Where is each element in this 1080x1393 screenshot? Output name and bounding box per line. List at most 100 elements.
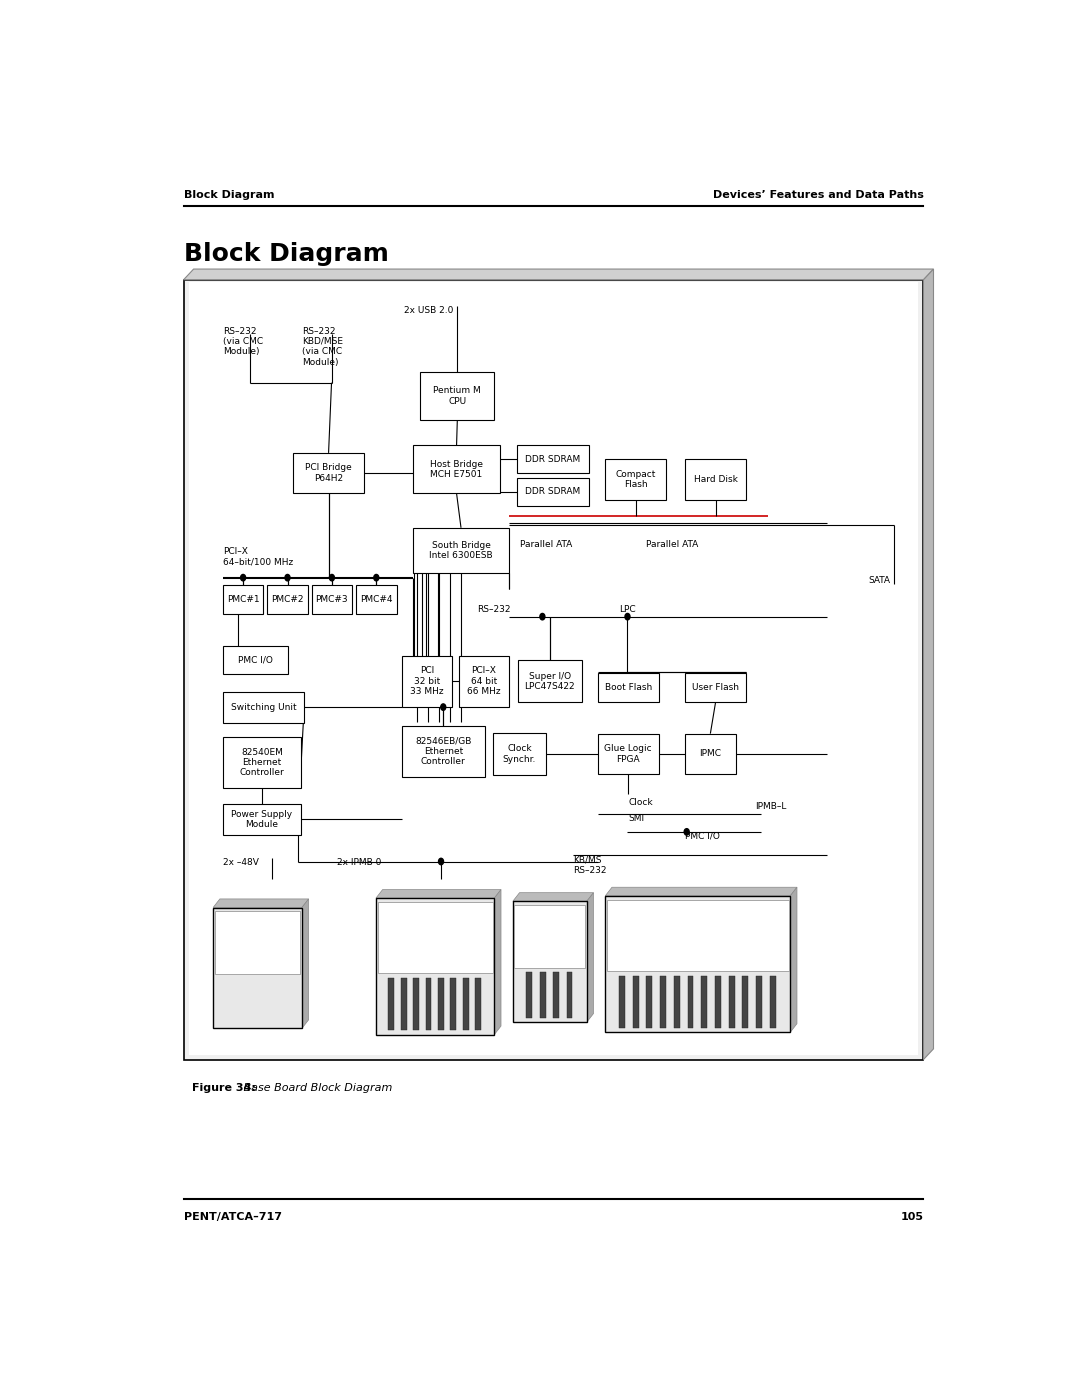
Bar bbox=[413, 446, 500, 493]
Bar bbox=[222, 585, 264, 613]
Polygon shape bbox=[376, 890, 501, 898]
Bar bbox=[189, 281, 918, 1056]
Text: Block Diagram: Block Diagram bbox=[184, 189, 274, 199]
Text: Power Supply
Module: Power Supply Module bbox=[231, 809, 293, 829]
Text: Glue Logic
FPGA: Glue Logic FPGA bbox=[605, 744, 652, 763]
Text: Clock: Clock bbox=[629, 798, 652, 807]
Text: PENT/ATCA–717: PENT/ATCA–717 bbox=[184, 1212, 282, 1222]
Text: PCI
32 bit
33 MHz: PCI 32 bit 33 MHz bbox=[410, 666, 444, 696]
Bar bbox=[475, 978, 481, 1031]
Text: SMI: SMI bbox=[629, 814, 645, 823]
Bar bbox=[685, 673, 746, 702]
Bar bbox=[674, 976, 679, 1028]
Circle shape bbox=[438, 858, 444, 865]
Bar bbox=[401, 978, 406, 1031]
Text: IPMB–L: IPMB–L bbox=[755, 802, 786, 811]
Bar bbox=[514, 905, 585, 968]
Bar bbox=[729, 976, 734, 1028]
Bar bbox=[715, 976, 720, 1028]
Text: PMC#1: PMC#1 bbox=[227, 595, 259, 605]
Polygon shape bbox=[184, 269, 933, 280]
Bar bbox=[701, 976, 707, 1028]
Circle shape bbox=[684, 829, 689, 834]
Bar bbox=[402, 656, 453, 708]
Text: Parallel ATA: Parallel ATA bbox=[521, 540, 572, 549]
Bar bbox=[605, 896, 791, 1032]
Bar bbox=[516, 446, 589, 474]
Text: DDR SDRAM: DDR SDRAM bbox=[525, 454, 580, 464]
Text: PCI–X
64–bit/100 MHz: PCI–X 64–bit/100 MHz bbox=[222, 547, 293, 567]
Bar bbox=[414, 978, 419, 1031]
Text: Compact
Flash: Compact Flash bbox=[616, 469, 656, 489]
Polygon shape bbox=[586, 893, 594, 1022]
Text: Switching Unit: Switching Unit bbox=[231, 702, 296, 712]
Bar bbox=[438, 978, 444, 1031]
Polygon shape bbox=[513, 893, 594, 901]
Circle shape bbox=[241, 574, 245, 581]
Text: PMC#2: PMC#2 bbox=[271, 595, 303, 605]
Bar bbox=[463, 978, 469, 1031]
Bar bbox=[184, 280, 923, 1060]
Circle shape bbox=[374, 574, 379, 581]
Bar bbox=[267, 585, 308, 613]
Text: Devices’ Features and Data Paths: Devices’ Features and Data Paths bbox=[713, 189, 923, 199]
Text: Figure 34:: Figure 34: bbox=[192, 1084, 256, 1094]
Text: PMC I/O: PMC I/O bbox=[685, 832, 720, 841]
Text: Super I/O
LPC47S422: Super I/O LPC47S422 bbox=[525, 671, 576, 691]
Bar bbox=[688, 976, 693, 1028]
Bar bbox=[376, 898, 495, 1035]
Polygon shape bbox=[495, 890, 501, 1035]
Circle shape bbox=[329, 574, 335, 581]
Bar bbox=[756, 976, 762, 1028]
Circle shape bbox=[625, 613, 630, 620]
Bar bbox=[605, 460, 666, 500]
Circle shape bbox=[285, 574, 291, 581]
Polygon shape bbox=[302, 898, 309, 1028]
Bar bbox=[518, 660, 582, 702]
Text: SATA: SATA bbox=[868, 577, 890, 585]
Bar bbox=[426, 978, 431, 1031]
Text: User Flash: User Flash bbox=[692, 683, 739, 692]
Text: 105: 105 bbox=[901, 1212, 923, 1222]
Bar bbox=[459, 656, 509, 708]
Polygon shape bbox=[923, 269, 933, 1060]
Text: KB/MS
RS–232: KB/MS RS–232 bbox=[573, 855, 607, 875]
Text: 82540EM
Ethernet
Controller: 82540EM Ethernet Controller bbox=[240, 748, 284, 777]
Text: Pentium M
CPU: Pentium M CPU bbox=[433, 386, 482, 405]
Bar bbox=[413, 528, 509, 573]
Bar bbox=[660, 976, 666, 1028]
Text: Block Diagram: Block Diagram bbox=[184, 242, 389, 266]
Text: RS–232: RS–232 bbox=[477, 605, 511, 613]
Text: Boot Flash: Boot Flash bbox=[605, 683, 652, 692]
Text: LPC: LPC bbox=[619, 605, 636, 613]
Bar bbox=[213, 907, 302, 1028]
Text: DDR SDRAM: DDR SDRAM bbox=[525, 488, 580, 496]
Bar bbox=[526, 972, 532, 1018]
Text: IPMC: IPMC bbox=[700, 749, 721, 758]
Bar bbox=[492, 733, 546, 775]
Bar bbox=[647, 976, 652, 1028]
Bar bbox=[222, 737, 301, 788]
Bar bbox=[770, 976, 775, 1028]
Bar bbox=[619, 976, 625, 1028]
Polygon shape bbox=[605, 887, 797, 896]
Bar bbox=[633, 976, 638, 1028]
Text: PMC I/O: PMC I/O bbox=[238, 656, 273, 664]
Bar bbox=[222, 804, 301, 834]
Polygon shape bbox=[213, 898, 309, 907]
Bar bbox=[567, 972, 572, 1018]
Circle shape bbox=[441, 703, 446, 710]
Bar bbox=[607, 900, 788, 971]
Bar bbox=[311, 585, 352, 613]
Bar bbox=[450, 978, 456, 1031]
Text: 2x –48V: 2x –48V bbox=[222, 858, 258, 868]
Bar bbox=[540, 972, 545, 1018]
Bar bbox=[598, 673, 659, 702]
Bar bbox=[553, 972, 559, 1018]
Bar bbox=[215, 911, 300, 974]
Bar bbox=[420, 372, 495, 421]
Bar bbox=[222, 646, 288, 674]
Text: PCI Bridge
P64H2: PCI Bridge P64H2 bbox=[306, 464, 352, 483]
Text: 2x IPMB 0: 2x IPMB 0 bbox=[337, 858, 382, 868]
Bar bbox=[402, 726, 485, 777]
